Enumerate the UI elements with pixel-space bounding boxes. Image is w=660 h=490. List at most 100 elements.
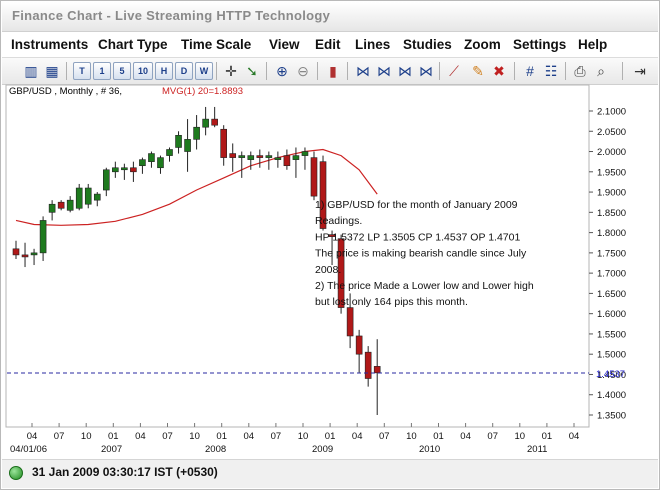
- candle-icon[interactable]: ▦: [45, 63, 59, 79]
- candle: [193, 115, 200, 150]
- menu-bar: Instruments Chart Type Time Scale View E…: [2, 34, 658, 56]
- toolbar-divider: [347, 62, 348, 80]
- menu-lines[interactable]: Lines: [355, 37, 391, 52]
- timeframe-week-button[interactable]: W: [195, 62, 213, 80]
- y-tick-label: 1.6500: [597, 289, 626, 300]
- status-timestamp: 31 Jan 2009 03:30:17 IST (+0530): [32, 465, 218, 479]
- candle-body: [364, 351, 372, 379]
- candle: [184, 119, 191, 172]
- candle-body: [148, 153, 155, 162]
- candle: [93, 192, 101, 207]
- x-month-label: 10: [298, 431, 309, 442]
- pin-icon[interactable]: ⇥: [634, 63, 646, 79]
- candle: [292, 147, 300, 178]
- candle-body: [292, 155, 300, 160]
- indicator-chart-icon[interactable]: ▮: [329, 63, 337, 79]
- x-month-label: 04: [244, 431, 255, 442]
- candles-layer: [12, 106, 381, 415]
- candle-body: [256, 155, 264, 158]
- menu-settings[interactable]: Settings: [513, 37, 567, 52]
- x-month-label: 01: [108, 431, 119, 442]
- print-preview-icon[interactable]: ⌕: [597, 63, 605, 79]
- annotation-line: 1) GBP/USD for the month of January 2009: [315, 199, 518, 211]
- menu-help[interactable]: Help: [578, 37, 608, 52]
- candle: [256, 149, 264, 168]
- title-bar: Finance Chart - Live Streaming HTTP Tech…: [2, 2, 658, 32]
- zoom-out-icon[interactable]: ⊖: [297, 63, 309, 79]
- timeframe-10-button[interactable]: 10: [133, 62, 153, 80]
- x-axis: 04 07 10 01 04 07 10 01 04 07 10 01 04 07 10 01 04 07 10 01…: [6, 423, 589, 455]
- y-tick-label: 1.7000: [597, 269, 626, 280]
- candle: [112, 161, 119, 178]
- candle: [166, 147, 173, 162]
- y-tick-label: 1.8500: [597, 208, 626, 219]
- candle: [265, 151, 273, 170]
- crosshair-icon[interactable]: ✛: [225, 63, 237, 79]
- candle: [283, 149, 291, 170]
- menu-view[interactable]: View: [269, 37, 300, 52]
- x-year-label: 2008: [205, 444, 226, 455]
- chart-bars-icon[interactable]: ▥: [24, 63, 38, 79]
- timeframe-1-button[interactable]: 1: [93, 62, 111, 80]
- current-price-label: 1.4537: [596, 369, 625, 380]
- candle-body: [130, 167, 137, 173]
- y-tick-label: 1.4000: [597, 390, 626, 401]
- chart-symbol-label: GBP/USD , Monthly , # 36,: [9, 86, 122, 97]
- menu-time-scale[interactable]: Time Scale: [181, 37, 252, 52]
- candle: [202, 106, 209, 136]
- candle: [274, 151, 282, 168]
- x-month-label: 07: [487, 431, 498, 442]
- x-year-label: 04/01/06: [10, 444, 47, 455]
- x-year-label: 2010: [419, 444, 440, 455]
- candle-body: [112, 167, 119, 173]
- candle-body: [310, 157, 318, 197]
- x-month-label: 10: [406, 431, 417, 442]
- connection-status-icon: [9, 466, 23, 480]
- candle: [364, 346, 372, 387]
- candle: [175, 131, 182, 154]
- eraser-icon[interactable]: ✎: [472, 63, 484, 79]
- delete-icon[interactable]: ✖: [493, 63, 505, 79]
- x-month-label: 01: [216, 431, 227, 442]
- y-tick-label: 2.0000: [597, 147, 626, 158]
- candle-body: [346, 307, 354, 337]
- gann-icon[interactable]: ⋈: [419, 63, 433, 79]
- candle-body: [48, 203, 56, 213]
- candle: [220, 125, 227, 166]
- moving-average-layer: [15, 148, 378, 226]
- trendline-icon[interactable]: ⋈: [356, 63, 370, 79]
- zoom-in-icon[interactable]: ⊕: [276, 63, 288, 79]
- toolbar-divider: [622, 62, 623, 80]
- chart-settings-icon[interactable]: ☷: [544, 63, 558, 79]
- toolbar-divider: [66, 62, 67, 80]
- candle: [211, 106, 218, 128]
- menu-edit[interactable]: Edit: [315, 37, 341, 52]
- menu-studies[interactable]: Studies: [403, 37, 452, 52]
- draw-line-icon[interactable]: ⟋: [449, 63, 459, 79]
- menu-chart-type[interactable]: Chart Type: [98, 37, 168, 52]
- print-icon[interactable]: ⎙: [574, 63, 586, 79]
- price-chart[interactable]: GBP/USD , Monthly , # 36, MVG(1) 20=1.88…: [2, 84, 658, 458]
- toolbar-divider: [514, 62, 515, 80]
- timeframe-5-button[interactable]: 5: [113, 62, 131, 80]
- cursor-icon[interactable]: ➘: [246, 63, 258, 79]
- candle: [148, 151, 155, 168]
- candle: [157, 155, 164, 174]
- candle-body: [21, 254, 29, 258]
- y-tick-label: 2.0500: [597, 127, 626, 138]
- menu-zoom[interactable]: Zoom: [464, 37, 501, 52]
- y-tick-label: 1.3500: [597, 411, 626, 422]
- timeframe-day-button[interactable]: D: [175, 62, 193, 80]
- timeframe-hour-button[interactable]: H: [155, 62, 173, 80]
- candle: [12, 240, 20, 259]
- candle: [355, 329, 363, 373]
- toolbar-divider: [266, 62, 267, 80]
- candle-body: [12, 248, 20, 256]
- menu-instruments[interactable]: Instruments: [11, 37, 89, 52]
- candle: [310, 151, 318, 201]
- candle-body: [75, 187, 83, 209]
- grid-icon[interactable]: #: [526, 63, 534, 79]
- timeframe-tick-button[interactable]: T: [73, 62, 91, 80]
- fibonacci-icon[interactable]: ⋈: [398, 63, 412, 79]
- channel-icon[interactable]: ⋈: [377, 63, 391, 79]
